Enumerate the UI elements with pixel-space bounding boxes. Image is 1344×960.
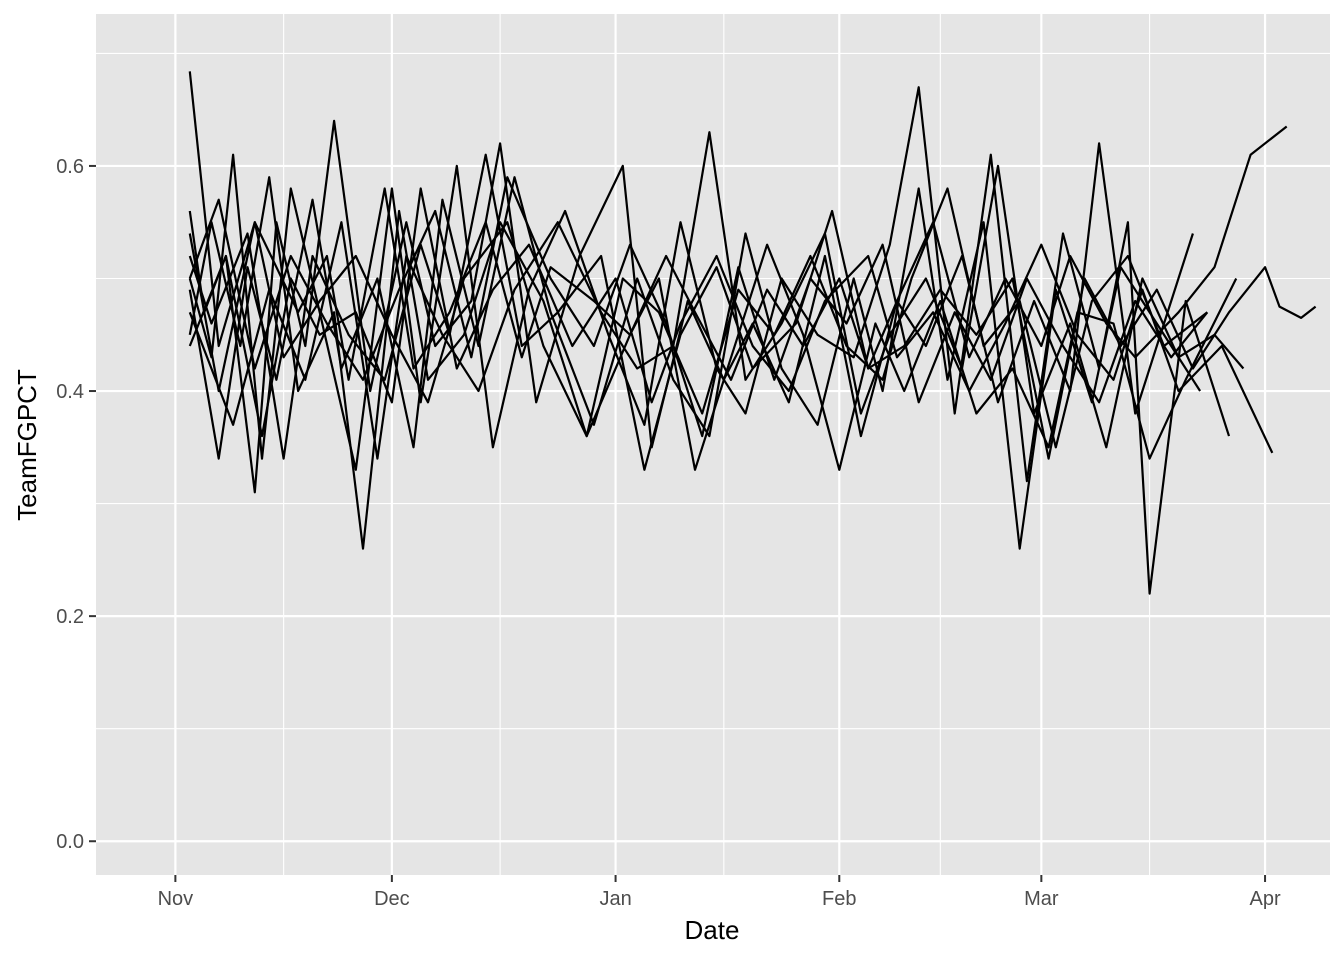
x-tick-label: Mar: [1024, 888, 1059, 910]
y-axis: 0.0 0.2 0.4 0.6: [56, 156, 96, 853]
series-line-2: [188, 86, 1231, 595]
series-line-10: [188, 176, 1209, 438]
x-tick-label: Jan: [599, 888, 631, 910]
series-line-7: [188, 153, 1317, 471]
series-line-9: [188, 131, 1245, 460]
series-line-4: [188, 176, 1238, 550]
data-lines: [188, 71, 1317, 595]
y-axis-title: TeamFGPCT: [12, 369, 42, 521]
major-gridlines: [96, 14, 1330, 875]
x-tick-label: Feb: [822, 888, 856, 910]
series-line-8: [188, 187, 1208, 449]
x-axis: Nov Dec Jan Feb Mar Apr: [158, 875, 1281, 910]
x-axis-title: Date: [685, 915, 740, 945]
y-tick-label: 0.6: [56, 156, 84, 178]
y-tick-label: 0.4: [56, 381, 84, 403]
x-tick-label: Apr: [1249, 888, 1280, 910]
y-tick-label: 0.0: [56, 831, 84, 853]
y-tick-label: 0.2: [56, 606, 84, 628]
x-tick-label: Dec: [374, 888, 410, 910]
x-tick-label: Nov: [158, 888, 194, 910]
